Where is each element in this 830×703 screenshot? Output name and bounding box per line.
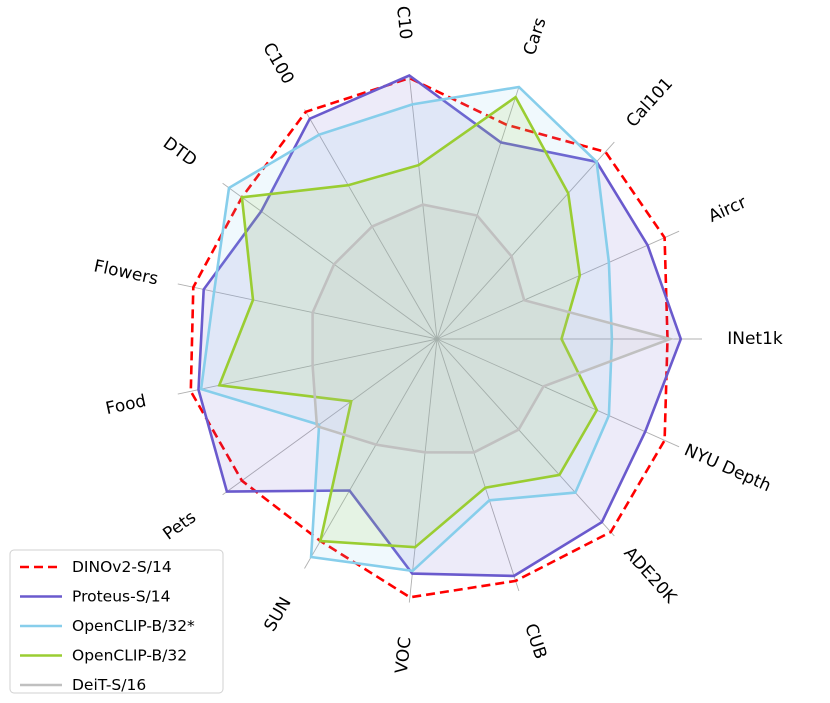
legend-frame xyxy=(9,549,224,694)
axis-spoke-cars xyxy=(436,86,520,340)
axis-label-sun: SUN xyxy=(260,594,295,635)
axis-spoke-pets xyxy=(222,338,438,496)
axis-label-cal101: Cal101 xyxy=(622,74,677,132)
series-dinov2-s-14 xyxy=(189,76,669,599)
legend-item-proteus-s-14: Proteus-S/14 xyxy=(20,588,170,606)
legend: DINOv2-S/14 Proteus-S/14 OpenCLIP-B/32* Ope… xyxy=(9,549,224,694)
axis-label-cars: Cars xyxy=(520,15,551,58)
legend-label: OpenCLIP-B/32 xyxy=(72,647,187,665)
legend-label: OpenCLIP-B/32* xyxy=(72,617,195,635)
axis-spoke-voc xyxy=(408,338,438,603)
axis-label-c10: C10 xyxy=(392,5,415,40)
axis-label-food: Food xyxy=(104,391,148,419)
series-openclip-b-32 xyxy=(217,95,599,549)
legend-label: DINOv2-S/14 xyxy=(72,558,172,576)
axis-spoke-aircr xyxy=(436,230,680,340)
axis-label-c100: C100 xyxy=(258,39,297,87)
axis-label-cub: CUB xyxy=(520,621,550,661)
axis-spoke-dtd xyxy=(222,182,438,340)
axis-spoke-sun xyxy=(304,338,438,569)
series-openclip-b-32 xyxy=(199,85,614,573)
axis-spoke-c10 xyxy=(408,75,438,340)
axis-label-voc: VOC xyxy=(392,636,416,674)
axis-spoke-cub xyxy=(436,338,520,592)
grid-layer xyxy=(177,75,702,603)
axis-label-inet1k: INet1k xyxy=(727,329,783,349)
axis-label-dtd: DTD xyxy=(159,133,200,171)
axis-label-flowers: Flowers xyxy=(92,256,160,289)
axis-spoke-nyu-depth xyxy=(436,338,680,448)
legend-item-deit-s-16: DeiT-S/16 xyxy=(20,676,146,694)
series-layer xyxy=(189,74,683,599)
axis-spoke-ade20k xyxy=(436,338,615,537)
legend-item-openclip-b-32: OpenCLIP-B/32 xyxy=(20,647,187,665)
legend-label: Proteus-S/14 xyxy=(72,588,170,606)
axis-spoke-c100 xyxy=(304,109,438,340)
axis-label-nyu-depth: NYU Depth xyxy=(681,440,774,496)
series-deit-s-16 xyxy=(311,203,675,454)
axis-spoke-flowers xyxy=(177,283,438,340)
axis-label-ade20k: ADE20K xyxy=(620,543,681,608)
axis-spoke-cal101 xyxy=(436,141,615,340)
axis-label-aircr: Aircr xyxy=(705,193,749,227)
series-proteus-s-14 xyxy=(197,74,683,578)
axis-label-pets: Pets xyxy=(159,507,200,544)
legend-item-openclip-b-32: OpenCLIP-B/32* xyxy=(20,617,195,635)
legend-item-dinov2-s-14: DINOv2-S/14 xyxy=(20,558,172,576)
legend-label: DeiT-S/16 xyxy=(72,676,146,694)
